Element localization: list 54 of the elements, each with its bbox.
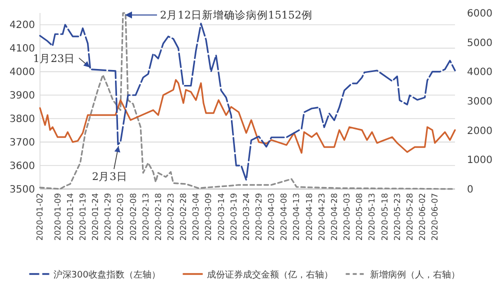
y-tick-label: 4100	[10, 44, 35, 55]
annotation: 2月12日新增确诊病例15152例	[160, 8, 312, 22]
x-tick-label: 2020-02-08	[128, 193, 138, 241]
x-tick-label: 2020-05-18	[379, 193, 390, 241]
x-tick-label: 2020-03-09	[203, 193, 214, 241]
x-tick-label: 2020-02-23	[165, 193, 176, 241]
annotation: 1月23日	[33, 53, 76, 65]
x-tick-label: 2020-06-07	[430, 193, 440, 241]
x-tick-label: 2020-04-28	[328, 193, 339, 241]
y2-tick-label: 2000	[467, 126, 492, 137]
y-tick-label: 3900	[10, 90, 35, 102]
x-tick-label: 2020-01-24	[90, 193, 100, 241]
y2-tick-label: 3000	[467, 96, 492, 108]
x-tick-label: 2020-01-19	[77, 193, 88, 241]
line-series	[39, 79, 456, 154]
x-tick-label: 2020-03-14	[216, 193, 226, 241]
x-tick-label: 2020-03-24	[240, 193, 251, 241]
x-tick-label: 2020-04-08	[278, 193, 289, 241]
x-tick-label: 2020-03-04	[190, 193, 201, 241]
y2-tick-label: 5000	[467, 38, 492, 49]
x-tick-label: 2020-04-03	[266, 193, 276, 241]
legend-label: 新增病例（人，右轴）	[370, 270, 460, 280]
x-tick-label: 2020-04-18	[304, 193, 314, 241]
x-tick-label: 2020-05-13	[366, 193, 377, 241]
legend-label: 成份证券成交金额（亿，右轴）	[206, 270, 333, 280]
y2-tick-label: 4000	[467, 67, 492, 78]
x-tick-label: 2020-04-13	[291, 193, 302, 241]
legend-label: 沪深300收盘指数（左轴）	[53, 270, 160, 280]
x-tick-label: 2020-05-28	[404, 193, 414, 241]
x-tick-label: 2020-02-03	[115, 193, 126, 241]
x-tick-label: 2020-02-18	[152, 193, 163, 241]
y-tick-label: 4200	[10, 20, 35, 32]
x-tick-label: 2020-02-13	[140, 193, 150, 241]
x-tick-label: 2020-04-23	[316, 193, 326, 241]
x-tick-label: 2020-01-29	[102, 193, 113, 241]
y-tick-label: 4000	[10, 67, 35, 78]
x-tick-label: 2020-03-29	[254, 193, 264, 241]
y-tick-label: 3600	[10, 161, 35, 172]
y-tick-label: 3500	[10, 184, 35, 196]
x-tick-label: 2020-05-08	[354, 193, 364, 241]
x-tick-label: 2020-05-23	[392, 193, 402, 241]
x-tick-label: 2020-01-02	[34, 193, 45, 241]
y2-tick-label: 6000	[467, 8, 492, 20]
x-tick-label: 2020-03-19	[228, 193, 238, 241]
x-tick-label: 2020-01-14	[64, 193, 75, 241]
x-tick-label: 2020-05-03	[342, 193, 352, 241]
y2-tick-label: 1000	[467, 155, 492, 166]
annotation: 2月3日	[92, 171, 128, 183]
y-tick-label: 3800	[10, 114, 35, 126]
x-tick-label: 2020-06-02	[417, 193, 428, 241]
x-tick-label: 2020-01-09	[52, 193, 62, 241]
y2-tick-label: 0	[467, 184, 474, 196]
y-tick-label: 3700	[10, 138, 35, 149]
x-tick-label: 2020-02-28	[178, 193, 188, 241]
